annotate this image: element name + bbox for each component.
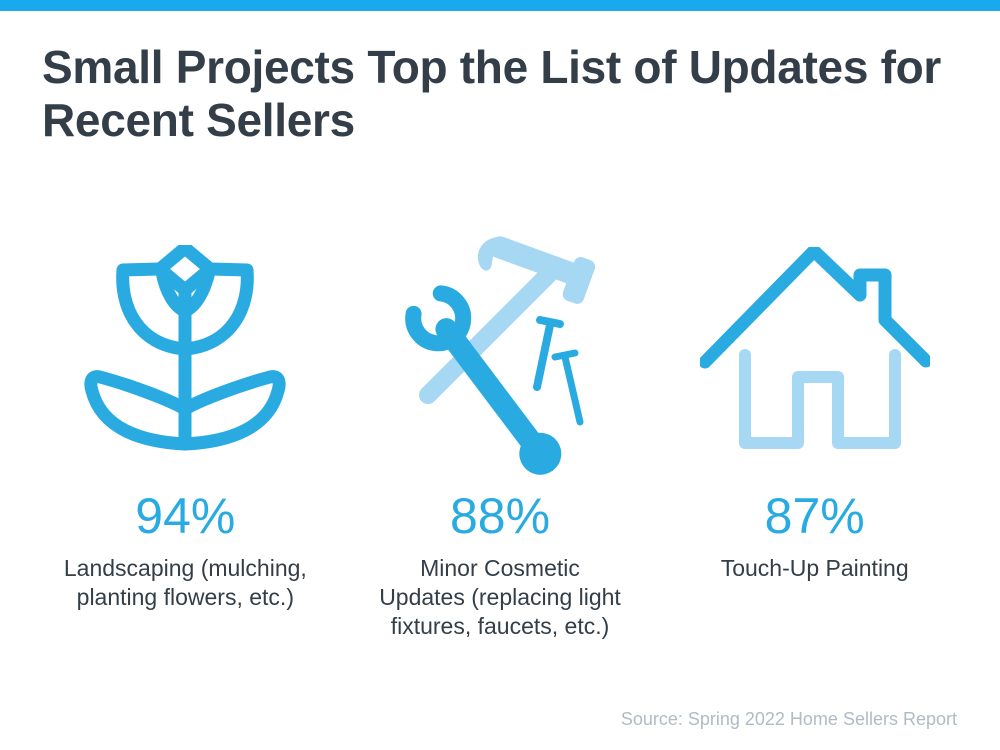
stat-column-touch-up-painting: 87% Touch-Up Painting: [657, 225, 972, 641]
leaf-right: [178, 369, 286, 451]
house-icon: [699, 247, 930, 450]
nail-icons: [532, 315, 583, 426]
page-title: Small Projects Top the List of Updates f…: [42, 41, 942, 146]
stat-label: Landscaping (mulching, planting flowers,…: [63, 554, 307, 610]
stat-column-landscaping: 94% Landscaping (mulching, planting flow…: [28, 225, 343, 641]
stat-percent: 88%: [449, 487, 551, 544]
top-accent-bar: [0, 0, 1000, 11]
stat-percent: 94%: [135, 487, 236, 544]
wrench-hammer-icon: [404, 236, 595, 475]
flower-icon-box: [82, 225, 288, 475]
stat-label: Touch-Up Painting: [720, 554, 909, 581]
flower-icon: [84, 244, 286, 451]
hammer-shape: [418, 236, 595, 404]
stat-percent: 87%: [764, 487, 865, 544]
leaf-left: [84, 369, 192, 451]
wrench-shape: [404, 285, 561, 475]
source-note: Source: Spring 2022 Home Sellers Report: [620, 709, 957, 729]
house-roof-and-chimney: [699, 247, 930, 369]
stats-row: 94% Landscaping (mulching, planting flow…: [0, 225, 1000, 641]
tools-icon-box: [398, 225, 603, 475]
stat-column-cosmetic-updates: 88% Minor Cosmetic Updates (replacing li…: [343, 225, 658, 641]
house-icon-box: [699, 225, 930, 475]
stat-label: Minor Cosmetic Updates (replacing light …: [379, 554, 621, 639]
house-walls-and-door: [738, 349, 901, 450]
